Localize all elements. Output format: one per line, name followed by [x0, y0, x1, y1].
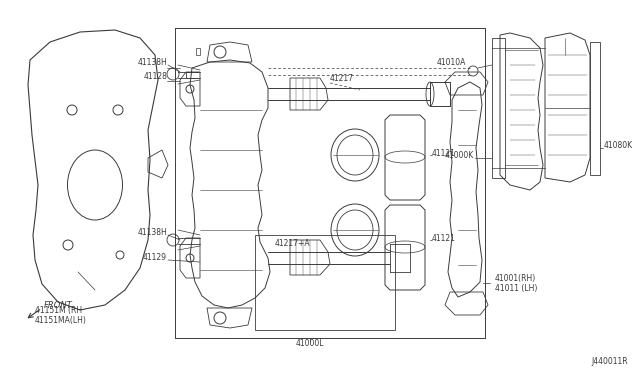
Text: J440011R: J440011R [591, 357, 628, 366]
Text: 41121: 41121 [432, 148, 456, 157]
Text: 41138H: 41138H [137, 58, 167, 67]
Text: 41080K: 41080K [604, 141, 633, 150]
Text: 41001(RH): 41001(RH) [495, 273, 536, 282]
Text: 41000L: 41000L [296, 340, 324, 349]
Text: 41000K: 41000K [445, 151, 474, 160]
Text: FRONT: FRONT [44, 301, 73, 310]
Text: 41151MA(LH): 41151MA(LH) [35, 317, 87, 326]
Text: 41129: 41129 [143, 253, 167, 263]
Text: 41217+A: 41217+A [275, 238, 310, 247]
Text: 41217: 41217 [330, 74, 354, 83]
Text: 41128: 41128 [143, 71, 167, 80]
Text: 41010A: 41010A [437, 58, 467, 67]
Text: 41121: 41121 [432, 234, 456, 243]
Text: 41138H: 41138H [137, 228, 167, 237]
Text: 41011 (LH): 41011 (LH) [495, 283, 538, 292]
Text: 41151M (RH: 41151M (RH [35, 305, 82, 314]
